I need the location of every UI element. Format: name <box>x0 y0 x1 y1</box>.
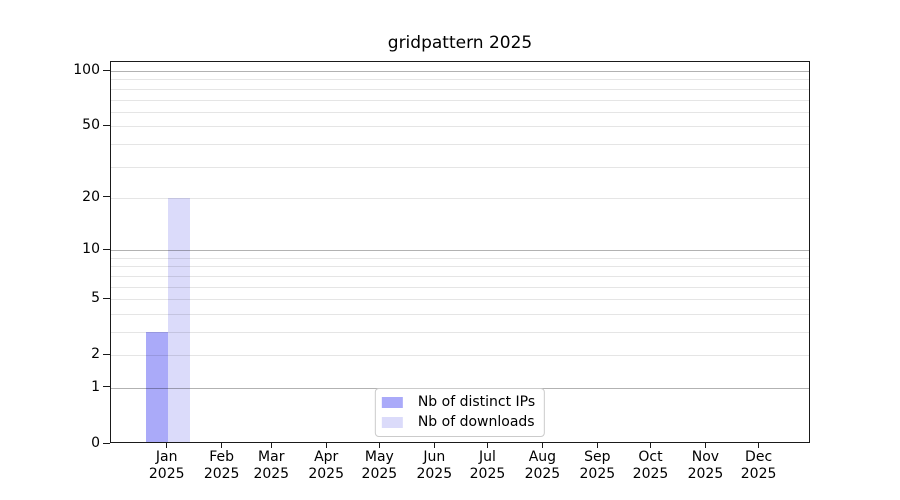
bar-distinct-ips <box>145 331 168 442</box>
gridline-major <box>111 71 809 73</box>
gridline-minor <box>111 355 809 357</box>
gridline-minor <box>111 79 809 81</box>
x-tick-mark <box>758 443 760 448</box>
gridline-minor <box>111 126 809 128</box>
y-tick-label: 50 <box>82 117 100 134</box>
x-tick-label: Apr 2025 <box>308 449 344 482</box>
y-tick-mark <box>103 124 110 126</box>
legend-label-downloads: Nb of downloads <box>417 414 535 430</box>
y-tick-label: 1 <box>91 378 100 395</box>
x-tick-mark <box>166 443 168 448</box>
bars-layer <box>111 62 809 442</box>
x-tick-label: Jan 2025 <box>148 449 185 482</box>
x-tick-mark <box>433 443 435 448</box>
gridline-minor <box>111 111 809 113</box>
gridline-minor <box>111 299 809 301</box>
gridline-minor <box>111 266 809 268</box>
gridline-minor <box>111 197 809 199</box>
x-tick-label: Aug 2025 <box>524 449 561 482</box>
legend-item-distinct-ips: Nb of distinct IPs <box>381 394 536 411</box>
y-tick-mark <box>103 353 110 355</box>
x-tick-mark <box>650 443 651 448</box>
legend: Nb of distinct IPs Nb of downloads <box>374 388 546 437</box>
x-tick-mark <box>596 443 598 448</box>
x-tick-label: May 2025 <box>361 449 398 482</box>
plot-area: Nb of distinct IPs Nb of downloads <box>110 61 810 443</box>
y-tick-label: 20 <box>82 188 100 205</box>
gridline-minor <box>111 275 809 277</box>
y-tick-label: 0 <box>91 435 100 451</box>
chart-title: gridpattern 2025 <box>387 33 533 53</box>
x-tick-label: Jul 2025 <box>469 449 506 482</box>
x-tick-mark <box>541 443 543 448</box>
gridline-minor <box>111 166 809 168</box>
y-tick-label: 2 <box>91 346 100 363</box>
y-tick-mark <box>103 69 110 71</box>
x-tick-label: Nov 2025 <box>687 449 724 482</box>
y-tick-label: 5 <box>91 290 100 307</box>
x-tick-label: Oct 2025 <box>632 449 669 482</box>
x-tick-mark <box>221 443 223 448</box>
gridline-minor <box>111 99 809 101</box>
gridline-major <box>111 250 809 252</box>
x-tick-label: Jun 2025 <box>416 449 453 482</box>
gridline-minor <box>111 143 809 145</box>
gridline-minor <box>111 88 809 90</box>
y-tick-mark <box>103 248 110 250</box>
x-tick-mark <box>378 443 380 448</box>
gridline-minor <box>111 286 809 288</box>
bar-downloads <box>167 197 190 442</box>
y-tick-label: 100 <box>73 62 100 79</box>
x-tick-mark <box>704 443 706 448</box>
legend-item-downloads: Nb of downloads <box>381 414 535 431</box>
legend-swatch-downloads <box>381 417 403 428</box>
y-tick-label: 10 <box>82 241 100 258</box>
y-tick-mark <box>103 442 110 444</box>
x-tick-mark <box>486 443 488 448</box>
x-tick-mark <box>325 443 327 448</box>
legend-swatch-distinct-ips <box>381 397 403 408</box>
y-tick-mark <box>103 297 110 299</box>
gridline-minor <box>111 331 809 333</box>
x-tick-label: Sep 2025 <box>579 449 616 482</box>
legend-label-distinct-ips: Nb of distinct IPs <box>417 394 536 410</box>
grid-layer <box>111 62 809 442</box>
x-tick-label: Dec 2025 <box>740 449 777 482</box>
gridline-minor <box>111 257 809 259</box>
y-tick-mark <box>103 386 110 388</box>
y-tick-mark <box>103 196 110 198</box>
x-tick-label: Feb 2025 <box>203 449 240 482</box>
x-tick-mark <box>270 443 272 448</box>
x-tick-label: Mar 2025 <box>253 449 290 482</box>
gridline-minor <box>111 313 809 315</box>
